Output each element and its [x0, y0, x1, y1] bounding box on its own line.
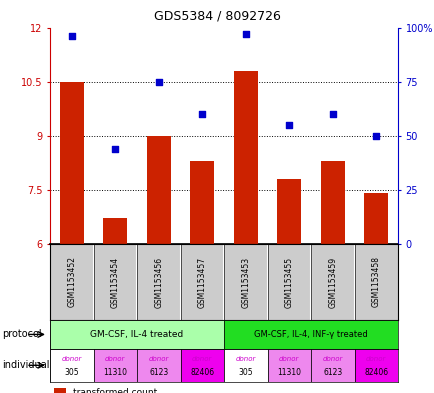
Text: donor: donor — [192, 356, 212, 362]
Bar — [103, 219, 127, 244]
Point — [372, 132, 379, 139]
Text: donor: donor — [62, 356, 82, 362]
Text: GSM1153459: GSM1153459 — [328, 256, 336, 308]
Bar — [53, 388, 66, 393]
Text: donor: donor — [322, 356, 342, 362]
Point — [155, 78, 162, 84]
Text: 305: 305 — [238, 368, 253, 377]
Text: transformed count: transformed count — [72, 388, 157, 393]
Point — [285, 121, 292, 128]
Point — [112, 145, 118, 152]
Text: donor: donor — [148, 356, 168, 362]
Text: donor: donor — [365, 356, 385, 362]
Text: 82406: 82406 — [363, 368, 388, 377]
Bar — [233, 71, 257, 244]
Text: 82406: 82406 — [190, 368, 214, 377]
Bar — [190, 161, 214, 244]
Bar — [60, 81, 84, 244]
Text: donor: donor — [105, 356, 125, 362]
Bar — [267, 349, 310, 382]
Text: donor: donor — [235, 356, 255, 362]
Bar — [50, 349, 93, 382]
Text: 11310: 11310 — [276, 368, 301, 377]
Bar — [50, 320, 224, 349]
Text: 305: 305 — [64, 368, 79, 377]
Bar — [137, 349, 180, 382]
Text: GM-CSF, IL-4, INF-γ treated: GM-CSF, IL-4, INF-γ treated — [253, 330, 367, 339]
Bar — [224, 320, 397, 349]
Point — [68, 33, 75, 39]
Text: GSM1153458: GSM1153458 — [371, 257, 380, 307]
Bar — [277, 179, 301, 244]
Bar — [224, 349, 267, 382]
Bar — [93, 349, 137, 382]
Bar — [147, 136, 171, 244]
Text: donor: donor — [279, 356, 299, 362]
Text: individual: individual — [2, 360, 49, 370]
Text: 6123: 6123 — [149, 368, 168, 377]
Bar — [354, 349, 397, 382]
Bar — [364, 193, 388, 244]
Text: GSM1153456: GSM1153456 — [154, 256, 163, 308]
Bar — [310, 349, 354, 382]
Point — [242, 31, 249, 37]
Bar — [320, 161, 344, 244]
Text: 11310: 11310 — [103, 368, 127, 377]
Text: 6123: 6123 — [322, 368, 342, 377]
Text: GDS5384 / 8092726: GDS5384 / 8092726 — [154, 10, 280, 23]
Text: GSM1153453: GSM1153453 — [241, 256, 250, 308]
Text: GSM1153452: GSM1153452 — [67, 257, 76, 307]
Point — [198, 111, 205, 117]
Point — [329, 111, 335, 117]
Text: GSM1153457: GSM1153457 — [197, 256, 206, 308]
Bar — [180, 349, 224, 382]
Text: protocol: protocol — [2, 329, 42, 340]
Text: GSM1153455: GSM1153455 — [284, 256, 293, 308]
Text: GM-CSF, IL-4 treated: GM-CSF, IL-4 treated — [90, 330, 183, 339]
Text: GSM1153454: GSM1153454 — [111, 256, 119, 308]
